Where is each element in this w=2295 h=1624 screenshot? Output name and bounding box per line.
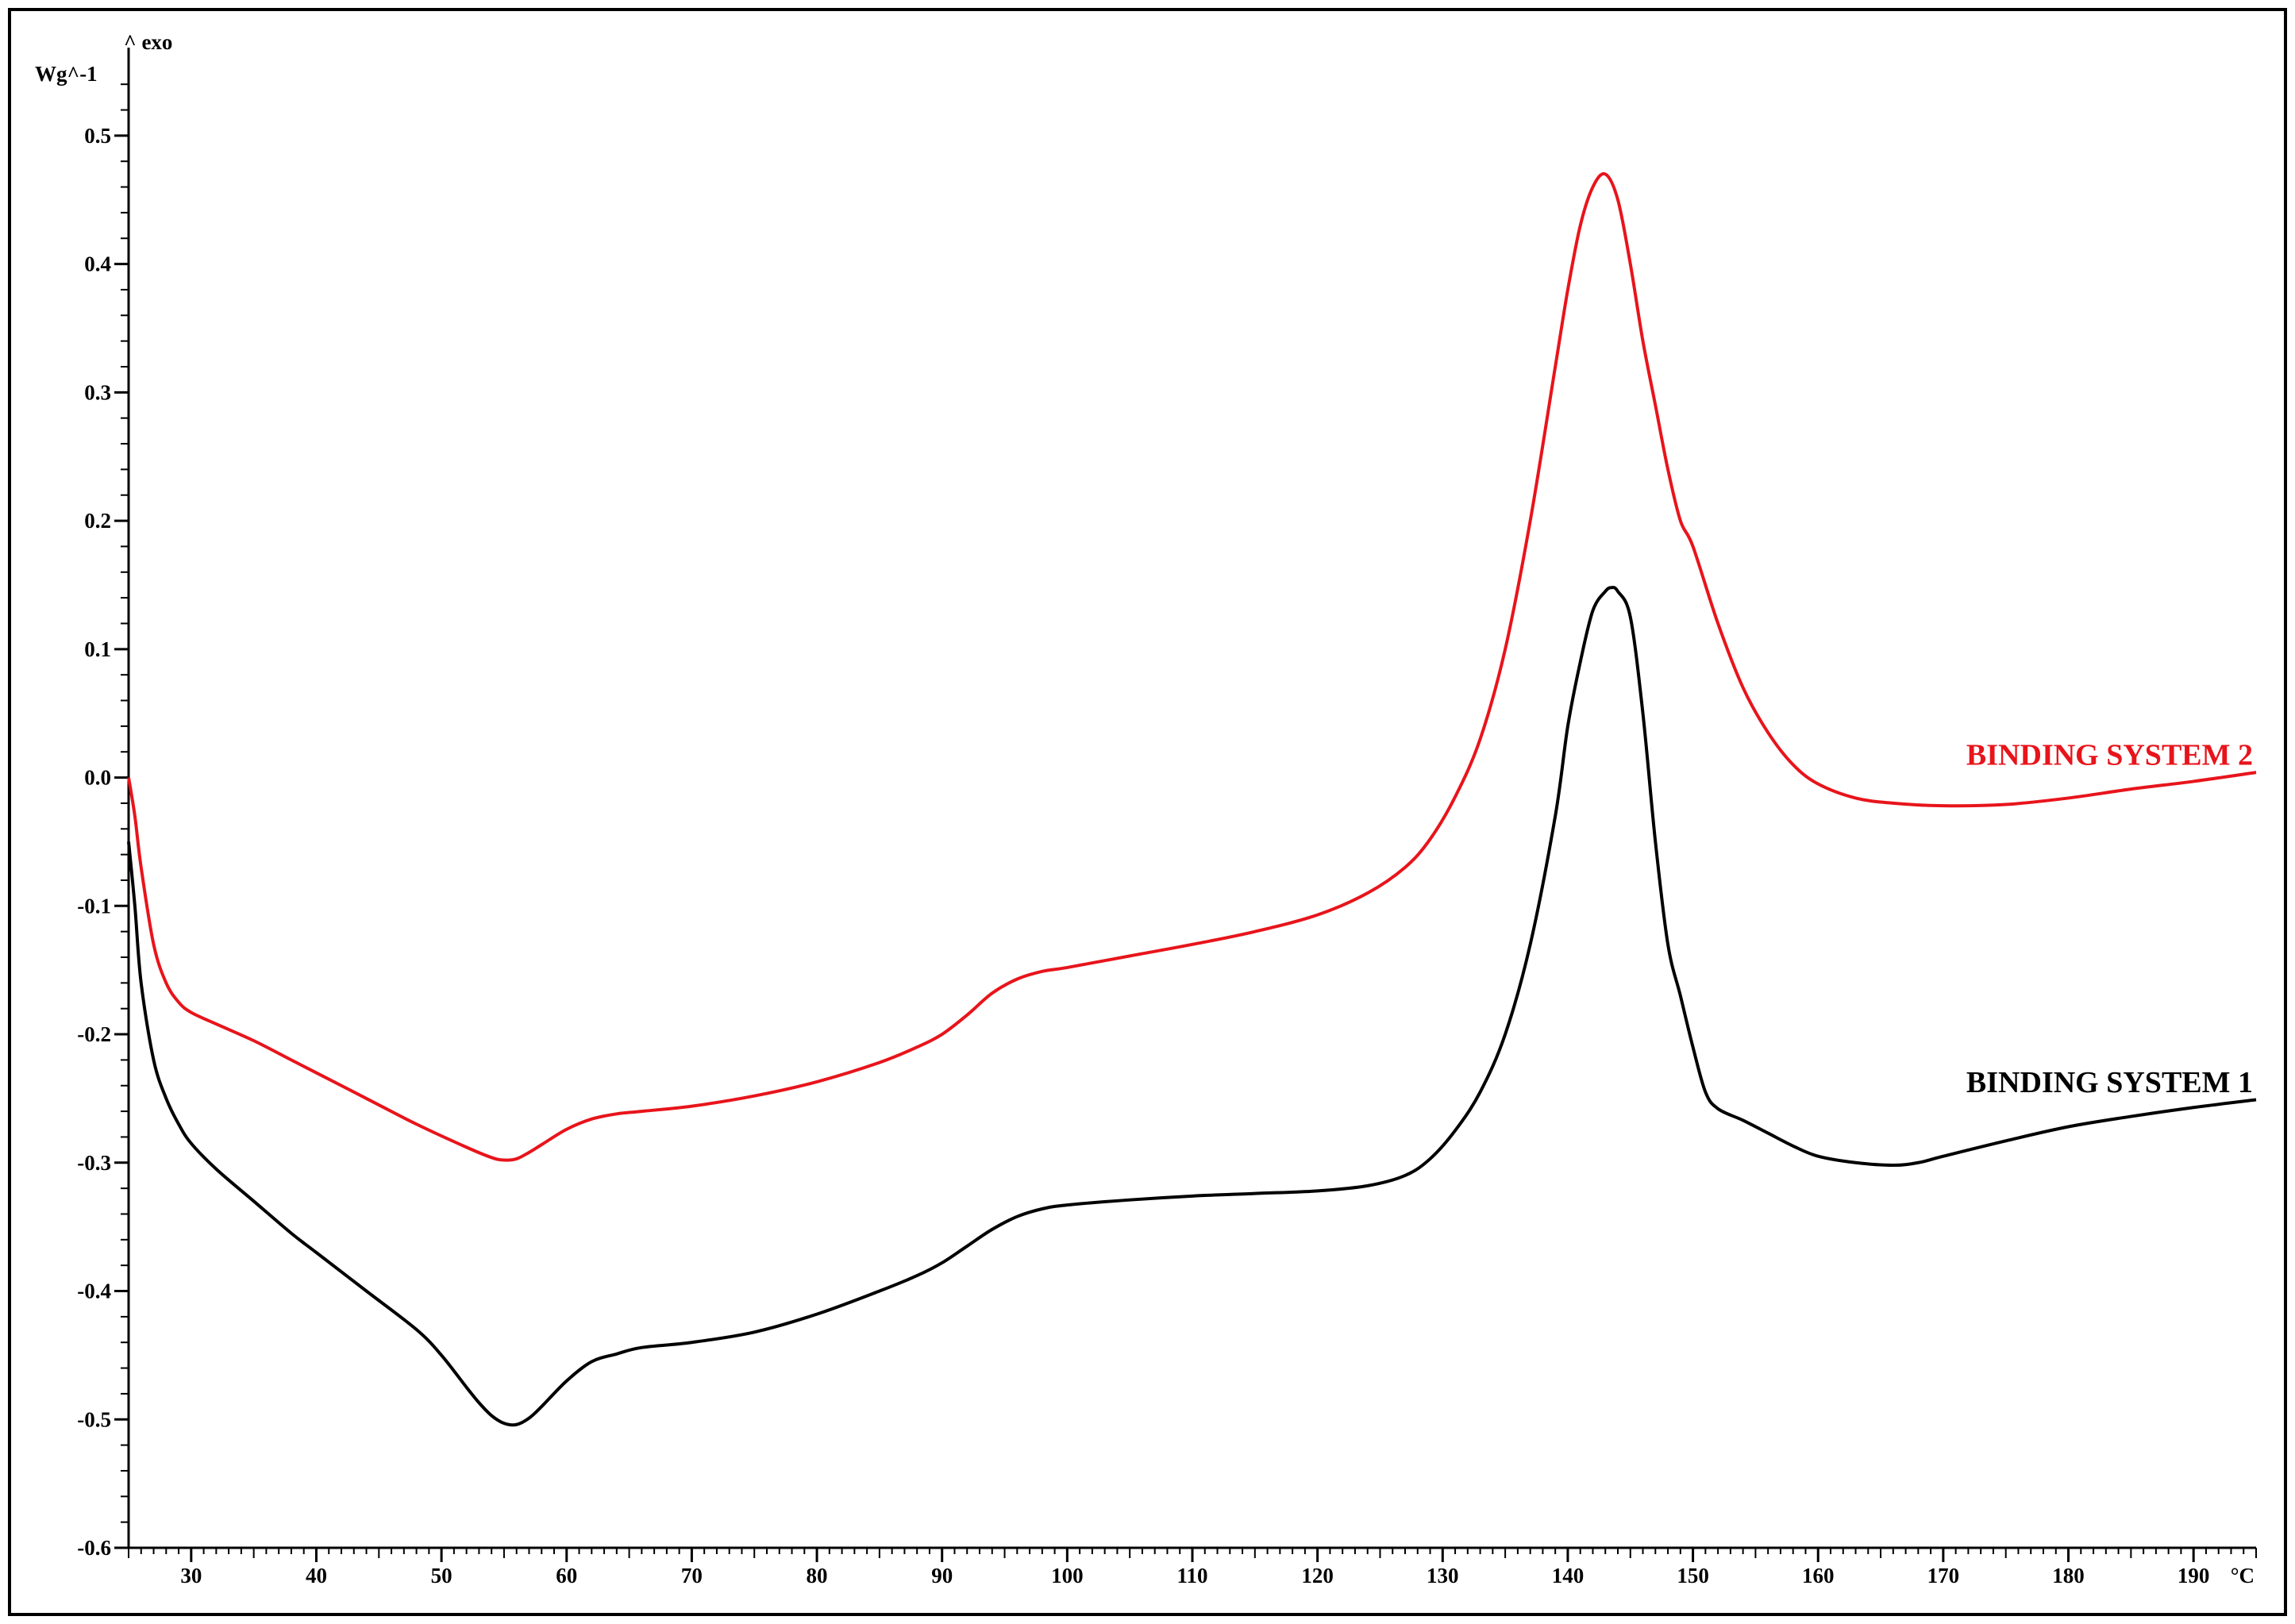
y-tick-label: 0.4 — [84, 252, 111, 276]
x-ticks: 30 40 50 60 70 80 90 100 110 120 130 140 150 160 170 18… — [128, 1548, 2257, 1587]
y-tick-label: -0.1 — [77, 894, 111, 918]
x-tick-label: 100 — [1051, 1564, 1084, 1587]
x-tick-label: 170 — [1927, 1564, 1960, 1587]
chart-frame — [8, 8, 2287, 1616]
y-tick-label: -0.2 — [77, 1022, 111, 1046]
x-tick-label: 60 — [556, 1564, 577, 1587]
exo-direction-label: ^ exo — [124, 30, 172, 54]
series-label-2: BINDING SYSTEM 1 — [1966, 1066, 2253, 1099]
series-labels: BINDING SYSTEM 2 BINDING SYSTEM 1 — [1966, 738, 2253, 1099]
x-tick-label: 160 — [1802, 1564, 1835, 1587]
y-tick-label: -0.6 — [77, 1536, 111, 1560]
x-tick-label: 80 — [807, 1564, 828, 1587]
x-tick-label: 180 — [2052, 1564, 2085, 1587]
y-tick-label: 0.5 — [84, 124, 111, 148]
y-tick-label: 0.3 — [84, 380, 111, 404]
x-tick-label: 30 — [180, 1564, 202, 1587]
series-label-1: BINDING SYSTEM 2 — [1966, 738, 2253, 772]
y-ticks: 0.5 0.4 0.3 0.2 0.1 0.0 -0.1 -0.2 -0.3 -0.4 -0.5 -0… — [77, 83, 129, 1560]
x-tick-label: 90 — [931, 1564, 953, 1587]
x-tick-label: 120 — [1301, 1564, 1334, 1587]
x-tick-label: 40 — [306, 1564, 327, 1587]
x-tick-label: 140 — [1552, 1564, 1585, 1587]
x-unit-label: °C — [2231, 1564, 2255, 1587]
x-axis: 30 40 50 60 70 80 90 100 110 120 130 140 150 160 170 18… — [128, 1546, 2257, 1587]
y-tick-label: -0.5 — [77, 1407, 111, 1431]
series-line-2 — [127, 586, 2257, 1427]
y-tick-label: -0.4 — [77, 1280, 111, 1303]
series-line-1 — [127, 171, 2257, 1162]
y-tick-label: 0.0 — [84, 766, 111, 790]
x-tick-label: 150 — [1677, 1564, 1709, 1587]
y-tick-label: -0.3 — [77, 1151, 111, 1175]
y-axis: 0.5 0.4 0.3 0.2 0.1 0.0 -0.1 -0.2 -0.3 -0.4 -0.5 -0… — [35, 30, 172, 1560]
y-tick-label: 0.1 — [84, 637, 111, 661]
y-unit-label: Wg^-1 — [35, 62, 98, 86]
x-tick-label: 190 — [2178, 1564, 2210, 1587]
x-tick-label: 110 — [1176, 1564, 1207, 1587]
x-tick-label: 50 — [431, 1564, 452, 1587]
series-group — [127, 171, 2257, 1427]
x-tick-label: 70 — [681, 1564, 703, 1587]
x-tick-label: 130 — [1427, 1564, 1459, 1587]
y-tick-label: 0.2 — [84, 509, 111, 533]
